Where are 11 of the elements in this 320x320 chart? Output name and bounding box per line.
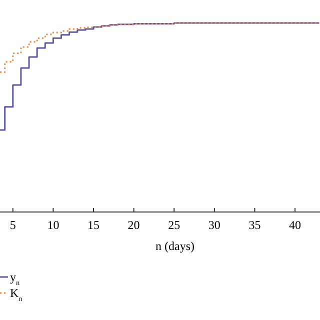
x-tick-label: 35 (248, 218, 261, 232)
x-axis-title: n (days) (156, 239, 194, 253)
x-tick-label: 10 (47, 218, 60, 232)
x-tick-label: 15 (88, 218, 100, 232)
legend-label: K$_{n}$ (10, 286, 23, 303)
x-tick-label: 25 (168, 218, 180, 232)
x-tick-label: 40 (289, 218, 302, 232)
x-tick-label: 30 (208, 218, 220, 232)
x-tick-label: 5 (10, 218, 16, 232)
x-tick-label: 20 (128, 218, 140, 232)
legend-label: y$_{n}$ (10, 270, 20, 287)
